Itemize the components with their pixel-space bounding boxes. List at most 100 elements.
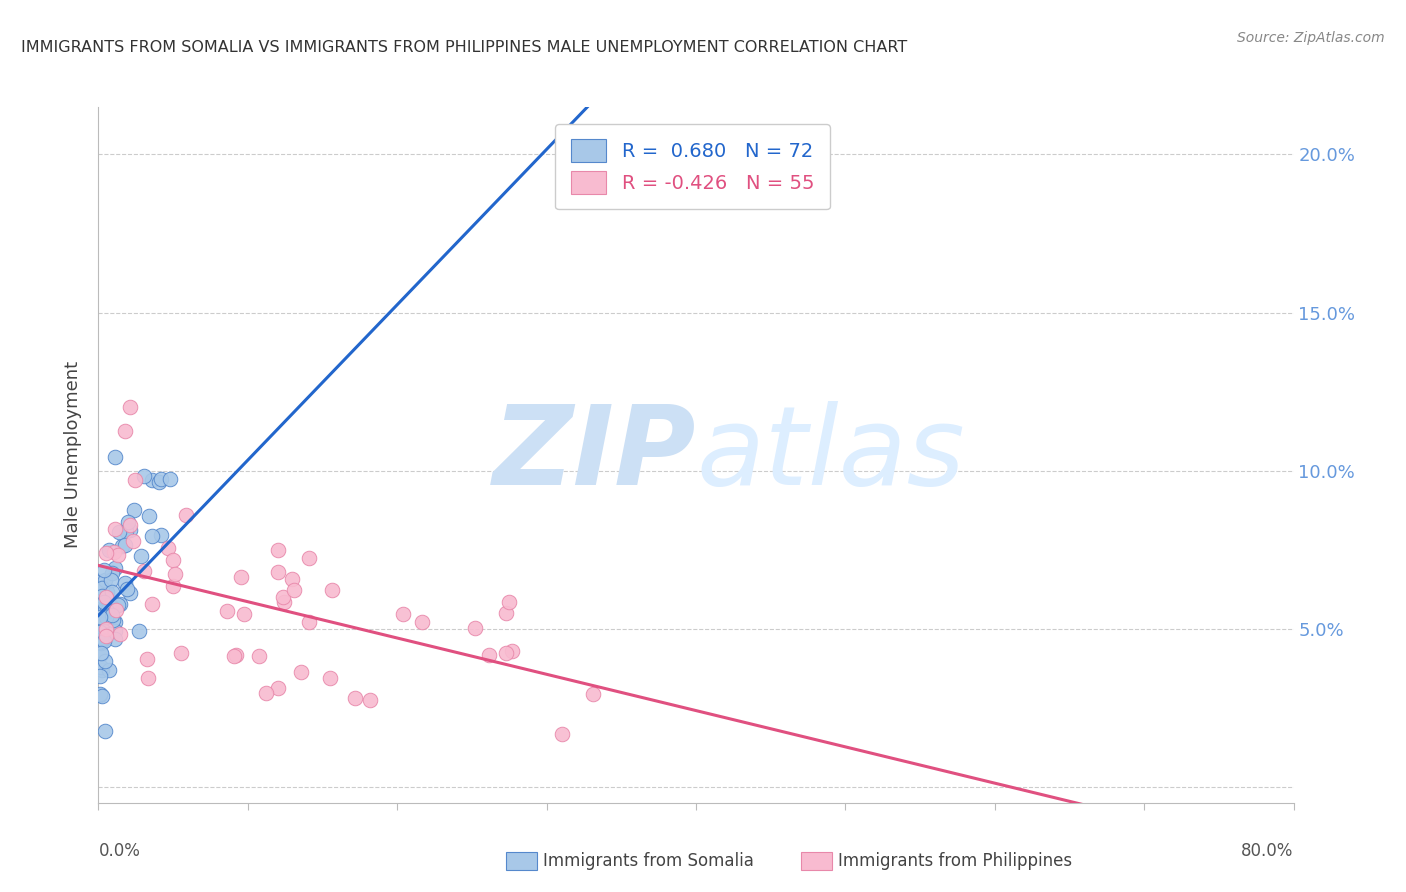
- Legend: R =  0.680   N = 72, R = -0.426   N = 55: R = 0.680 N = 72, R = -0.426 N = 55: [555, 124, 830, 210]
- Point: [90, 630, 112, 644]
- Point: [128, 624, 150, 639]
- Point: [136, 671, 159, 685]
- Point: [115, 524, 138, 538]
- Point: [247, 648, 270, 663]
- Point: [495, 606, 517, 620]
- Point: [100, 599, 122, 613]
- Point: [94, 622, 117, 636]
- Text: Immigrants from Somalia: Immigrants from Somalia: [543, 852, 754, 870]
- Point: [478, 648, 501, 663]
- Point: [222, 649, 245, 664]
- Text: 0.0%: 0.0%: [98, 842, 141, 860]
- Point: [281, 572, 304, 586]
- Point: [108, 525, 131, 540]
- Point: [118, 518, 141, 533]
- Point: [319, 671, 342, 685]
- Point: [359, 693, 381, 707]
- Point: [267, 543, 290, 558]
- Point: [93, 631, 115, 645]
- Point: [150, 472, 173, 486]
- Point: [136, 652, 159, 666]
- Point: [91, 689, 114, 703]
- Point: [89, 687, 111, 701]
- Point: [169, 646, 191, 660]
- Point: [96, 585, 118, 599]
- Point: [89, 610, 111, 624]
- Point: [267, 565, 290, 579]
- Point: [96, 610, 118, 624]
- Point: [89, 633, 111, 648]
- Point: [103, 615, 125, 629]
- Point: [104, 522, 127, 536]
- Point: [89, 575, 111, 590]
- Point: [118, 586, 141, 600]
- Point: [124, 473, 146, 487]
- Point: [114, 576, 136, 591]
- Point: [107, 549, 129, 563]
- Point: [159, 472, 181, 486]
- Point: [97, 543, 120, 558]
- Point: [148, 475, 170, 489]
- Point: [101, 614, 124, 628]
- Point: [93, 633, 115, 648]
- Point: [89, 610, 111, 624]
- Point: [91, 606, 114, 620]
- Point: [464, 621, 486, 635]
- Point: [97, 598, 120, 612]
- Point: [392, 607, 415, 622]
- Point: [96, 604, 118, 618]
- Point: [298, 615, 321, 629]
- Point: [94, 654, 117, 668]
- Point: [90, 660, 112, 674]
- Point: [93, 563, 115, 577]
- Point: [94, 590, 117, 604]
- Point: [141, 529, 163, 543]
- Point: [121, 533, 143, 548]
- Point: [344, 690, 367, 705]
- Point: [94, 724, 117, 739]
- Text: Immigrants from Philippines: Immigrants from Philippines: [838, 852, 1073, 870]
- Point: [91, 623, 114, 637]
- Point: [150, 528, 173, 542]
- Point: [138, 509, 160, 524]
- Point: [104, 603, 127, 617]
- Point: [90, 590, 112, 604]
- Point: [271, 590, 294, 604]
- Point: [162, 553, 184, 567]
- Point: [108, 627, 131, 641]
- Point: [117, 582, 139, 596]
- Y-axis label: Male Unemployment: Male Unemployment: [65, 361, 83, 549]
- Point: [107, 598, 129, 612]
- Point: [582, 687, 605, 701]
- Point: [91, 663, 114, 677]
- Point: [225, 648, 247, 663]
- Point: [117, 515, 139, 529]
- Point: [94, 573, 117, 587]
- Text: ZIP: ZIP: [492, 401, 696, 508]
- Point: [93, 600, 115, 615]
- Point: [581, 163, 603, 178]
- Point: [134, 564, 156, 578]
- Point: [229, 570, 252, 584]
- Point: [94, 546, 117, 560]
- Point: [114, 424, 136, 438]
- Point: [162, 579, 184, 593]
- Point: [124, 503, 146, 517]
- Point: [156, 541, 179, 555]
- Point: [254, 686, 277, 700]
- Point: [89, 635, 111, 649]
- Point: [89, 625, 111, 640]
- Point: [90, 646, 112, 660]
- Point: [104, 599, 127, 614]
- Text: IMMIGRANTS FROM SOMALIA VS IMMIGRANTS FROM PHILIPPINES MALE UNEMPLOYMENT CORRELA: IMMIGRANTS FROM SOMALIA VS IMMIGRANTS FR…: [21, 40, 907, 55]
- Point: [100, 573, 122, 587]
- Point: [498, 595, 520, 609]
- Point: [94, 629, 117, 643]
- Point: [495, 646, 517, 660]
- Point: [100, 566, 122, 580]
- Point: [110, 597, 132, 611]
- Text: 80.0%: 80.0%: [1241, 842, 1294, 860]
- Point: [215, 604, 238, 618]
- Point: [118, 401, 141, 415]
- Point: [134, 469, 156, 483]
